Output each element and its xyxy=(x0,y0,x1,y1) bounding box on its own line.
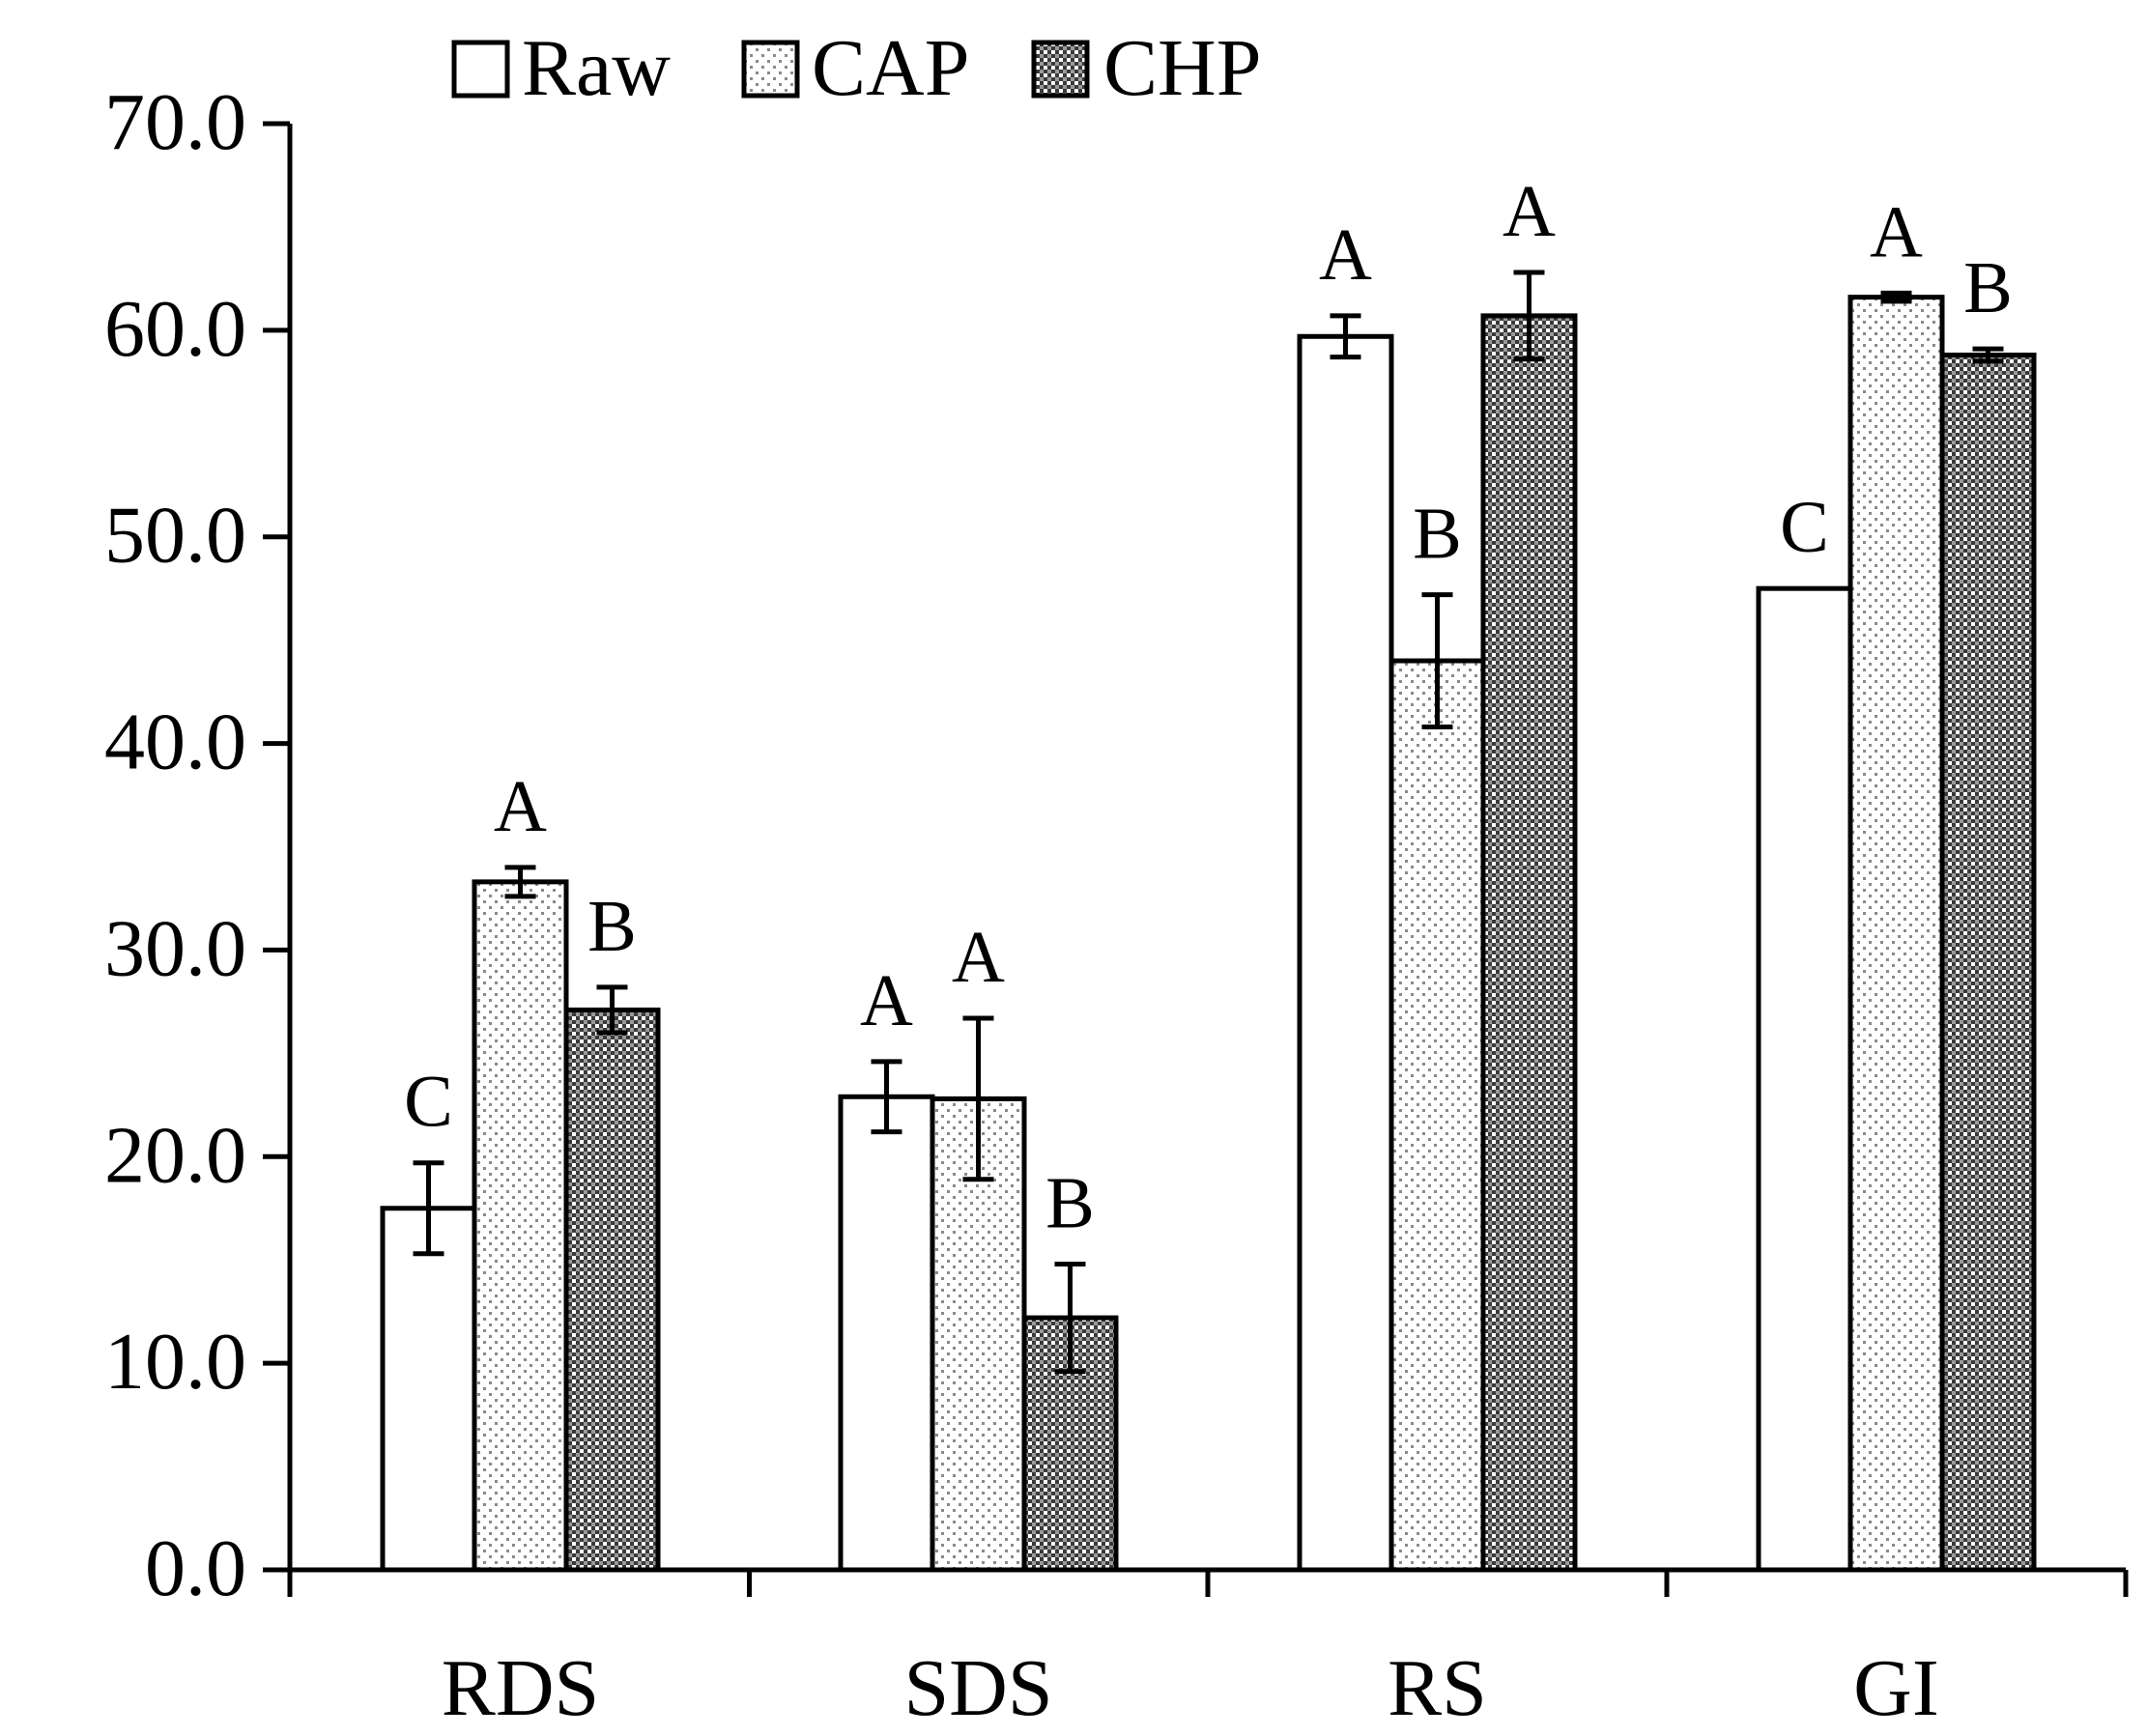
bar-raw-sds xyxy=(838,1094,935,1573)
category-label-gi: GI xyxy=(1853,1643,1939,1733)
significance-letter: B xyxy=(1045,1162,1095,1243)
significance-letter: B xyxy=(1413,494,1462,575)
significance-letter: C xyxy=(404,1062,453,1143)
legend-swatch-raw xyxy=(451,40,510,99)
y-tick-label: 20.0 xyxy=(104,1110,246,1200)
category-label-sds: SDS xyxy=(903,1643,1052,1733)
y-tick-label: 60.0 xyxy=(104,284,246,374)
legend: Raw CAP CHP xyxy=(451,23,1261,113)
bar-raw-rs xyxy=(1297,333,1394,1573)
bar-raw-rds xyxy=(380,1206,477,1573)
significance-letter: A xyxy=(1870,191,1923,272)
legend-label-cap: CAP xyxy=(812,23,969,113)
bar-chp-rs xyxy=(1480,313,1578,1573)
bar-cap-gi xyxy=(1847,295,1945,1573)
y-tick-label: 30.0 xyxy=(104,903,246,993)
bar-chp-gi xyxy=(1939,353,2037,1573)
y-tick-label: 50.0 xyxy=(104,491,246,581)
bar-chp-rds xyxy=(563,1007,661,1573)
x-axis: RDS SDS RS GI xyxy=(287,1567,2129,1733)
y-tick-label: 70.0 xyxy=(104,77,246,167)
significance-letter: C xyxy=(1780,487,1829,568)
significance-letter: A xyxy=(494,766,547,847)
bar-raw-gi xyxy=(1756,585,1853,1573)
significance-letter: A xyxy=(860,960,913,1041)
legend-label-chp: CHP xyxy=(1103,23,1261,113)
bar-cap-rds xyxy=(472,879,569,1573)
y-tick-label: 40.0 xyxy=(104,697,246,787)
bar-cap-rs xyxy=(1388,658,1486,1573)
significance-letter: B xyxy=(587,886,637,967)
category-label-rds: RDS xyxy=(442,1643,599,1733)
y-axis: 0.0 10.0 20.0 30.0 40.0 50.0 60.0 70.0 xyxy=(104,77,293,1613)
significance-letter: A xyxy=(1503,171,1556,252)
significance-letter: A xyxy=(952,917,1005,998)
bar-chp-sds xyxy=(1021,1315,1119,1573)
legend-swatch-chp xyxy=(1031,40,1090,99)
y-tick-label: 0.0 xyxy=(145,1523,246,1613)
y-tick-label: 10.0 xyxy=(104,1317,246,1407)
legend-swatch-cap xyxy=(741,40,800,99)
error-bars xyxy=(413,270,2004,1375)
significance-letter: B xyxy=(1963,247,2013,328)
significance-letter: A xyxy=(1319,214,1372,296)
category-label-rs: RS xyxy=(1388,1643,1487,1733)
legend-label-raw: Raw xyxy=(522,23,671,113)
